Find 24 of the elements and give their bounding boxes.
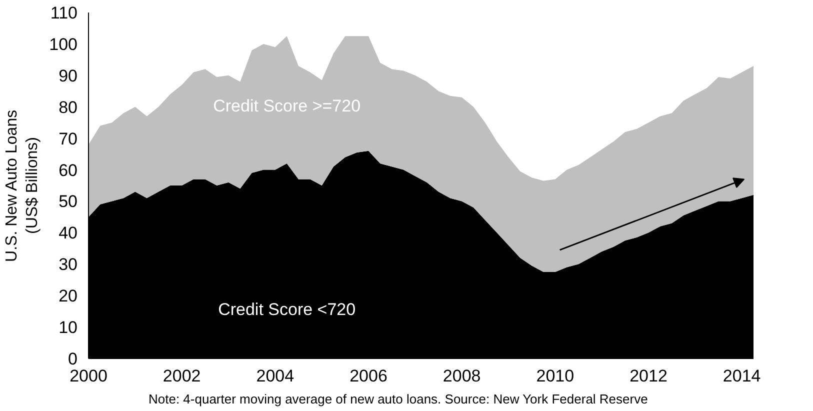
x-tick-label: 2012	[630, 366, 668, 386]
series-label: Credit Score <720	[218, 300, 356, 320]
y-tick-label: 70	[58, 129, 78, 148]
x-tick-label: 2000	[70, 366, 108, 386]
text: Note: 4-quarter moving average of new auto loans. Source: New York Federal Reserve	[148, 392, 648, 406]
y-tick-label: 60	[58, 160, 78, 180]
y-tick-label: 90	[58, 66, 78, 86]
x-tick-label: 2010	[536, 366, 574, 386]
y-axis-title: U.S. New Auto Loans (US$ Billions)	[4, 110, 42, 262]
x-tick-label: 2002	[162, 366, 201, 386]
y-tick-label: 50	[58, 192, 78, 212]
y-tick-label: 100	[49, 34, 78, 54]
y-tick-label: 110	[50, 4, 78, 22]
y-tick-label: 80	[58, 98, 78, 117]
x-tick-label: 2006	[350, 366, 388, 386]
x-tick-label: 2004	[256, 366, 294, 386]
y-tick-label: 20	[58, 286, 78, 306]
y-tick-label: 40	[58, 224, 78, 243]
series-label: Credit Score >=720	[213, 96, 361, 116]
y-tick-label: 10	[58, 318, 78, 338]
x-tick-label: 2014	[722, 366, 761, 386]
y-tick-label: 0	[68, 350, 78, 368]
x-tick-label: 2008	[442, 366, 481, 386]
y-tick-label: 30	[58, 255, 78, 274]
